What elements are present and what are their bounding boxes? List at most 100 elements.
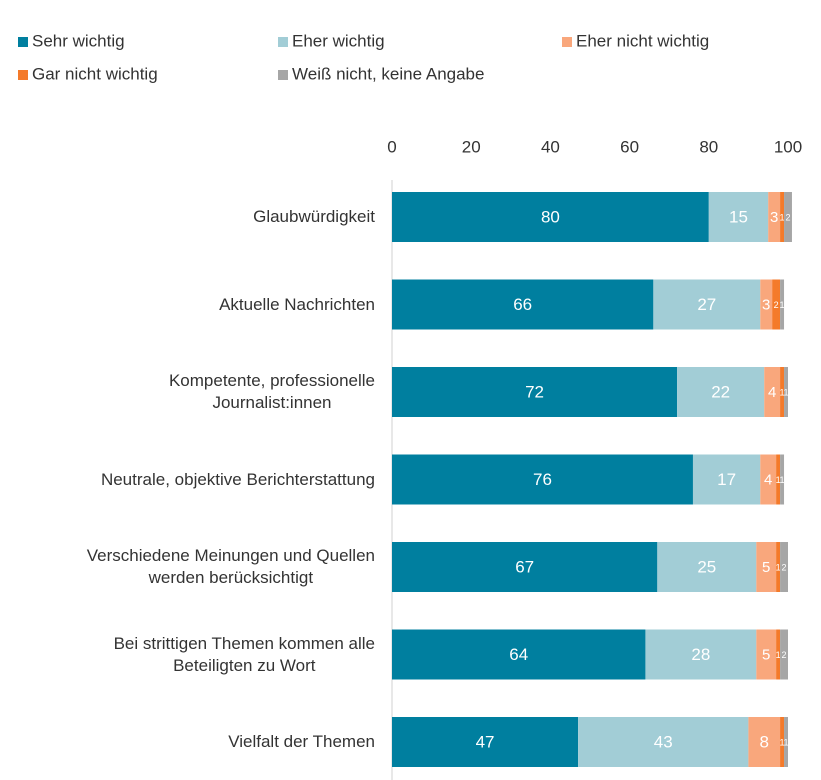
bar-segment xyxy=(392,542,658,592)
bar-segment xyxy=(764,367,781,417)
data-label: 2 xyxy=(782,562,787,572)
data-label: 4 xyxy=(764,471,772,488)
bar-segment xyxy=(784,192,792,242)
bar-segment xyxy=(780,192,785,242)
category-label: Vielfalt der Themen xyxy=(228,717,375,767)
legend-label: Sehr wichtig xyxy=(32,31,125,50)
data-label: 76 xyxy=(533,470,552,489)
data-label: 80 xyxy=(541,207,560,226)
category-label: Kompetente, professionelle Journalist:in… xyxy=(169,367,375,417)
x-tick-label: 0 xyxy=(387,137,396,156)
bar-segment xyxy=(776,542,781,592)
bar-segment xyxy=(776,454,781,505)
bar-segment xyxy=(772,279,781,330)
bar-segment xyxy=(392,629,646,680)
bar-segment xyxy=(392,279,654,330)
bar-segment xyxy=(784,367,788,417)
data-label: 28 xyxy=(691,645,710,664)
data-label: 66 xyxy=(513,295,532,314)
bar-segment xyxy=(784,717,788,767)
data-label: 2 xyxy=(774,300,779,310)
category-label: Aktuelle Nachrichten xyxy=(219,280,375,330)
legend-label: Gar nicht wichtig xyxy=(32,64,158,83)
data-label: 3 xyxy=(770,209,778,226)
category-text: Kompetente, professionelle Journalist:in… xyxy=(168,371,375,412)
data-label: 1 xyxy=(784,387,789,397)
data-label: 1 xyxy=(780,387,785,397)
data-label: 25 xyxy=(697,557,716,576)
category-text: Glaubwürdigkeit xyxy=(253,207,375,226)
data-label: 1 xyxy=(776,650,781,660)
data-label: 43 xyxy=(654,732,673,751)
bar-segment xyxy=(780,717,785,767)
category-text: Neutrale, objektive Berichterstattung xyxy=(100,469,375,489)
legend-swatch xyxy=(18,37,28,47)
category-label: Bei strittigen Themen kommen alle Beteil… xyxy=(114,630,375,680)
x-tick-label: 40 xyxy=(541,137,560,156)
bar-segment xyxy=(756,629,777,680)
category-text: Verschiedene Meinungen und Quellen werde… xyxy=(86,546,375,587)
data-label: 22 xyxy=(711,382,730,401)
bar-segment xyxy=(677,367,765,417)
category-label: Verschiedene Meinungen und Quellen werde… xyxy=(87,542,375,592)
bar-segment xyxy=(760,279,773,330)
data-label: 17 xyxy=(717,470,736,489)
data-label: 64 xyxy=(509,645,528,664)
bar-segment xyxy=(780,542,788,592)
data-label: 72 xyxy=(525,382,544,401)
legend-swatch xyxy=(562,37,572,47)
data-label: 2 xyxy=(785,212,790,222)
x-tick-label: 60 xyxy=(620,137,639,156)
bar-segment xyxy=(645,629,757,680)
bar-segment xyxy=(756,542,777,592)
bar-segment xyxy=(780,279,785,330)
legend-label: Weiß nicht, keine Angabe xyxy=(292,64,484,83)
data-label: 1 xyxy=(780,212,785,222)
bar-segment xyxy=(392,367,678,417)
category-text: Bei strittigen Themen kommen alle Beteil… xyxy=(113,633,375,675)
data-label: 1 xyxy=(780,300,785,310)
data-label: 4 xyxy=(768,384,776,401)
data-label: 3 xyxy=(762,296,770,313)
bar-segment xyxy=(392,454,693,505)
bar-segment xyxy=(653,279,761,330)
x-tick-label: 20 xyxy=(462,137,481,156)
category-label: Glaubwürdigkeit xyxy=(253,192,375,242)
data-label: 47 xyxy=(476,732,495,751)
data-label: 5 xyxy=(762,646,770,663)
x-tick-label: 100 xyxy=(774,137,802,156)
bar-segment xyxy=(748,717,781,767)
data-label: 1 xyxy=(780,737,785,747)
bar-segment xyxy=(708,192,769,242)
bar-segment xyxy=(657,542,757,592)
legend-label: Eher wichtig xyxy=(292,31,385,50)
bar-segment xyxy=(780,454,785,505)
bar-segment xyxy=(760,454,777,505)
data-label: 5 xyxy=(762,559,770,576)
category-text: Aktuelle Nachrichten xyxy=(219,294,375,314)
legend-swatch xyxy=(278,70,288,80)
data-label: 1 xyxy=(776,562,781,572)
bar-segment xyxy=(392,717,579,767)
bar-segment xyxy=(392,192,709,242)
bar-segment xyxy=(776,629,781,680)
bar-segment xyxy=(692,454,761,505)
bar-segment xyxy=(780,367,785,417)
category-label: Neutrale, objektive Berichterstattung xyxy=(101,455,375,505)
legend-label: Eher nicht wichtig xyxy=(576,31,709,50)
bar-segment xyxy=(780,629,788,680)
data-label: 1 xyxy=(776,475,781,485)
category-text: Vielfalt der Themen xyxy=(228,732,375,751)
data-label: 2 xyxy=(782,650,787,660)
data-label: 1 xyxy=(784,737,789,747)
bar-segment xyxy=(768,192,781,242)
data-label: 67 xyxy=(515,557,534,576)
legend-swatch xyxy=(278,37,288,47)
x-tick-label: 80 xyxy=(699,137,718,156)
data-label: 27 xyxy=(697,295,716,314)
legend-swatch xyxy=(18,70,28,80)
data-label: 8 xyxy=(760,732,769,751)
data-label: 15 xyxy=(729,207,748,226)
